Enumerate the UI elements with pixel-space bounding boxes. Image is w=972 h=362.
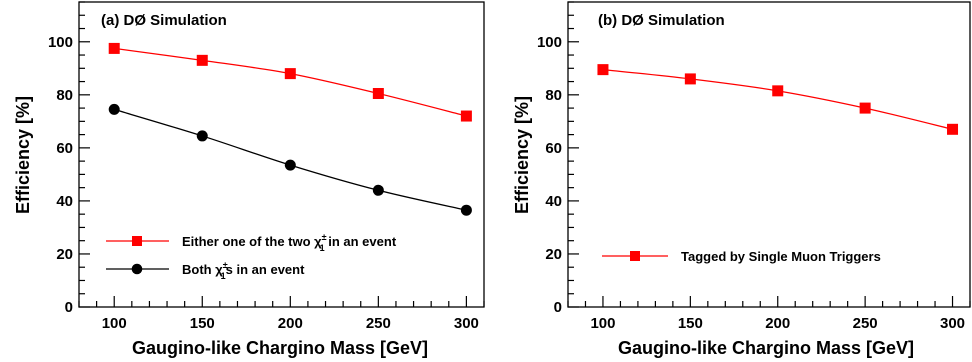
data-point [460, 204, 472, 216]
legend-label: Both χ± 1s in an event [182, 260, 305, 281]
data-point [597, 64, 609, 76]
legend-entry: Both χ± 1s in an event [106, 260, 305, 281]
legend-marker [131, 263, 143, 275]
x-tick-label: 150 [678, 315, 703, 332]
plot-frame [567, 1, 971, 308]
x-tick-label: 300 [454, 315, 479, 332]
data-point [284, 159, 296, 171]
y-axis-label: Efficiency [%] [512, 96, 532, 214]
y-tick-label: 20 [545, 246, 562, 263]
x-tick-label: 250 [366, 315, 391, 332]
x-tick-label: 100 [102, 315, 127, 332]
data-point [284, 68, 296, 80]
x-axis-label: Gaugino-like Chargino Mass [GeV] [132, 338, 428, 358]
y-tick-label: 80 [56, 87, 73, 104]
y-tick-label: 20 [56, 246, 73, 263]
x-tick-label: 200 [278, 315, 303, 332]
x-tick-label: 150 [190, 315, 215, 332]
y-tick-label: 60 [545, 140, 562, 157]
x-tick-label: 100 [590, 315, 615, 332]
data-point [108, 103, 120, 115]
legend: Either one of the two χ± 1 in an event Bo… [106, 232, 397, 281]
legend-label: Either one of the two χ± 1 in an event [182, 232, 397, 253]
legend-marker [132, 236, 142, 246]
data-point [684, 73, 696, 85]
data-point [196, 130, 208, 142]
data-point [196, 54, 208, 66]
panel-b: (b) DØ Simulation Efficiency [%] Gaugino… [512, 1, 971, 358]
y-tick-label: 100 [48, 34, 73, 51]
legend-marker [630, 251, 640, 261]
series-line [114, 47, 467, 117]
data-point [460, 110, 472, 122]
x-axis-label: Gaugino-like Chargino Mass [GeV] [618, 338, 914, 358]
y-tick-label: 40 [545, 193, 562, 210]
data-point [372, 184, 384, 196]
legend-entry: Either one of the two χ± 1 in an event [106, 232, 397, 253]
x-tick-label: 300 [940, 315, 965, 332]
data-point [859, 102, 871, 114]
y-tick-label: 100 [537, 34, 562, 51]
data-point [772, 85, 784, 97]
series-line [602, 68, 953, 130]
x-tick-label: 250 [853, 315, 878, 332]
y-tick-label: 60 [56, 140, 73, 157]
plot-frame [78, 1, 485, 308]
x-tick-label: 200 [765, 315, 790, 332]
legend-label: Tagged by Single Muon Triggers [681, 249, 881, 264]
y-tick-label: 40 [56, 193, 73, 210]
panel-annotation: (b) DØ Simulation [598, 12, 725, 29]
legend-entry: Tagged by Single Muon Triggers [602, 249, 881, 264]
data-point [372, 88, 384, 99]
y-tick-label: 0 [554, 299, 562, 316]
legend: Tagged by Single Muon Triggers [602, 249, 881, 264]
y-axis-label: Efficiency [%] [13, 96, 33, 214]
data-point [947, 123, 959, 135]
panel-a: (a) DØ Simulation Efficiency [%] Gaugino… [13, 1, 485, 358]
y-tick-label: 0 [65, 299, 73, 316]
y-tick-label: 80 [545, 87, 562, 104]
panel-annotation: (a) DØ Simulation [101, 12, 227, 29]
data-point [108, 42, 120, 54]
